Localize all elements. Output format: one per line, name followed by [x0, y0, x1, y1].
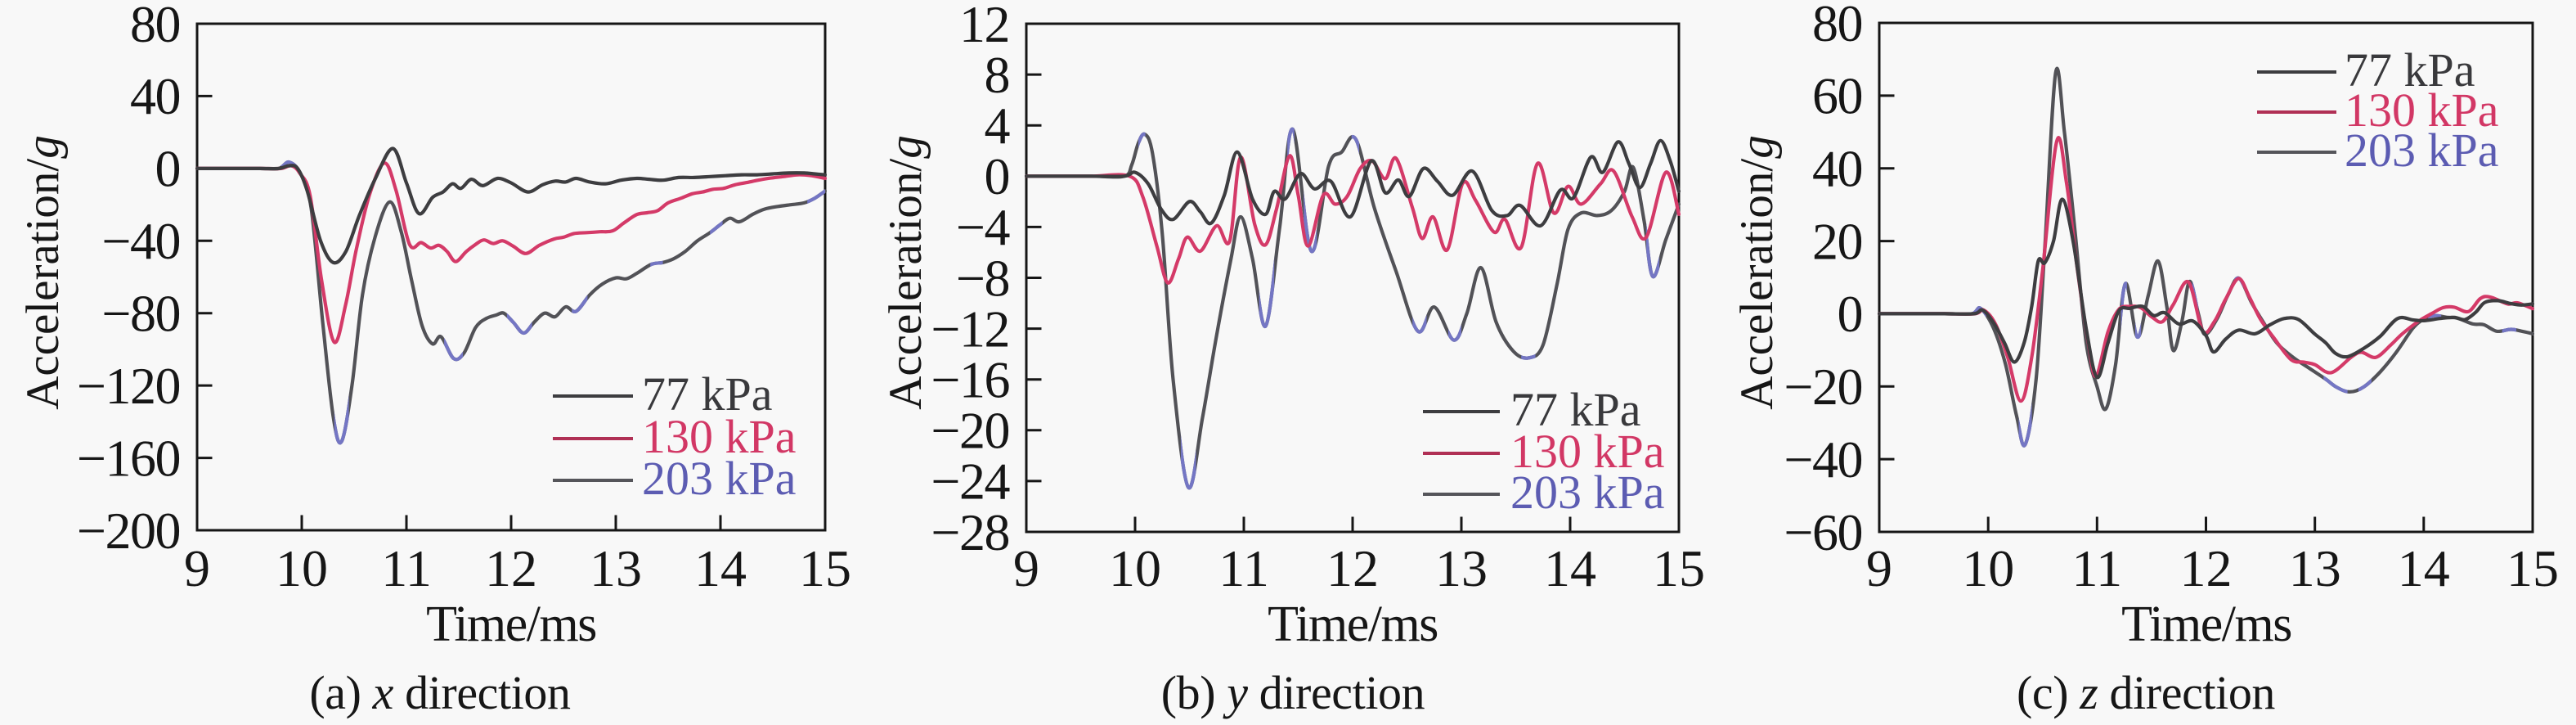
- svg-text:10: 10: [276, 539, 328, 597]
- svg-text:12: 12: [959, 0, 1009, 53]
- svg-text:12: 12: [2180, 539, 2233, 597]
- svg-text:40: 40: [130, 67, 180, 125]
- svg-text:Time/ms: Time/ms: [1268, 597, 1438, 652]
- svg-text:10: 10: [1962, 539, 2014, 597]
- svg-text:−4: −4: [956, 198, 1010, 256]
- svg-text:−20: −20: [1784, 358, 1862, 416]
- svg-text:−28: −28: [931, 503, 1009, 561]
- svg-text:Time/ms: Time/ms: [426, 597, 596, 652]
- svg-text:77 kPa: 77 kPa: [1510, 383, 1641, 436]
- svg-text:203 kPa: 203 kPa: [1510, 466, 1665, 519]
- svg-text:13: 13: [590, 539, 642, 597]
- svg-text:8: 8: [985, 46, 1010, 104]
- svg-text:−16: −16: [931, 351, 1009, 409]
- svg-text:60: 60: [1812, 67, 1862, 125]
- svg-text:40: 40: [1812, 140, 1862, 198]
- svg-text:−40: −40: [1784, 430, 1862, 489]
- svg-text:14: 14: [694, 539, 747, 597]
- svg-text:13: 13: [2289, 539, 2341, 597]
- svg-text:Acceleration/g: Acceleration/g: [1731, 135, 1783, 410]
- svg-text:4: 4: [985, 97, 1010, 155]
- svg-text:12: 12: [485, 539, 537, 597]
- svg-text:20: 20: [1812, 212, 1862, 270]
- svg-text:Acceleration/g: Acceleration/g: [17, 135, 69, 410]
- svg-text:12: 12: [1326, 539, 1379, 597]
- svg-text:80: 80: [1812, 0, 1862, 52]
- svg-text:(b) y direction: (b) y direction: [1161, 666, 1425, 719]
- svg-text:203 kPa: 203 kPa: [2345, 124, 2499, 177]
- svg-text:(c) z direction: (c) z direction: [2017, 666, 2275, 719]
- svg-text:(a) x direction: (a) x direction: [309, 666, 571, 719]
- svg-text:14: 14: [1544, 539, 1596, 597]
- svg-text:130 kPa: 130 kPa: [1510, 425, 1665, 478]
- svg-text:0: 0: [985, 147, 1010, 205]
- svg-text:130 kPa: 130 kPa: [642, 410, 797, 463]
- svg-text:−40: −40: [101, 212, 180, 270]
- svg-text:−200: −200: [77, 502, 180, 560]
- svg-text:13: 13: [1435, 539, 1488, 597]
- svg-text:−120: −120: [77, 357, 180, 415]
- svg-text:−8: −8: [956, 249, 1009, 307]
- svg-text:80: 80: [130, 0, 180, 53]
- svg-text:10: 10: [1109, 539, 1161, 597]
- svg-text:9: 9: [1013, 539, 1039, 597]
- svg-text:15: 15: [2506, 539, 2559, 597]
- svg-text:−60: −60: [1784, 503, 1862, 561]
- svg-text:0: 0: [155, 140, 181, 198]
- svg-text:−20: −20: [931, 402, 1009, 460]
- svg-text:Acceleration/g: Acceleration/g: [880, 135, 931, 410]
- svg-text:11: 11: [1218, 539, 1269, 597]
- svg-text:9: 9: [1866, 539, 1892, 597]
- svg-text:203 kPa: 203 kPa: [642, 452, 797, 505]
- svg-text:−160: −160: [77, 429, 180, 487]
- svg-text:15: 15: [1653, 539, 1705, 597]
- svg-text:130 kPa: 130 kPa: [2345, 83, 2499, 137]
- svg-text:0: 0: [1838, 285, 1863, 343]
- svg-text:11: 11: [381, 539, 432, 597]
- svg-text:77 kPa: 77 kPa: [2345, 43, 2475, 97]
- svg-text:9: 9: [184, 539, 210, 597]
- svg-text:Time/ms: Time/ms: [2121, 597, 2291, 652]
- svg-text:15: 15: [799, 539, 851, 597]
- svg-text:77 kPa: 77 kPa: [642, 367, 773, 421]
- svg-text:−24: −24: [931, 453, 1009, 511]
- svg-text:14: 14: [2398, 539, 2450, 597]
- svg-text:11: 11: [2071, 539, 2122, 597]
- svg-text:−80: −80: [101, 285, 180, 343]
- svg-text:−12: −12: [931, 299, 1009, 358]
